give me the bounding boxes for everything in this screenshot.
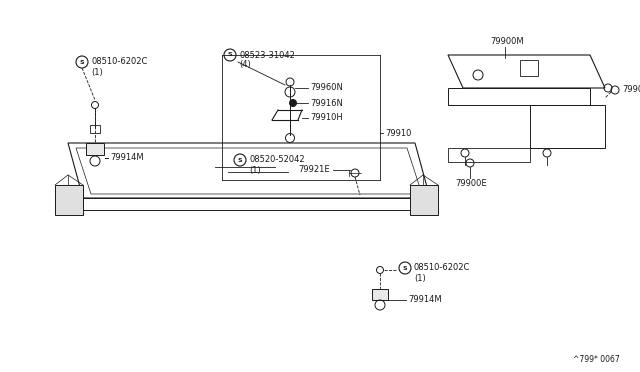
Text: 79916N: 79916N (310, 99, 343, 108)
Text: 79910: 79910 (385, 128, 412, 138)
Text: 79914M: 79914M (110, 154, 143, 163)
Text: (1): (1) (249, 166, 260, 174)
Polygon shape (410, 185, 438, 215)
Text: 79921E: 79921E (298, 166, 330, 174)
Text: 08523-31042: 08523-31042 (239, 51, 295, 60)
Text: S: S (237, 157, 243, 163)
Text: 79900M: 79900M (490, 38, 524, 46)
FancyBboxPatch shape (372, 289, 388, 300)
Text: (1): (1) (414, 273, 426, 282)
Text: S: S (403, 266, 407, 270)
Text: (1): (1) (91, 67, 103, 77)
Text: (4): (4) (239, 61, 251, 70)
Text: 79900E: 79900E (455, 179, 486, 187)
Text: 79900F: 79900F (622, 86, 640, 94)
Text: 08510-6202C: 08510-6202C (91, 58, 147, 67)
Text: S: S (80, 60, 84, 64)
Circle shape (289, 99, 296, 106)
Text: 08510-6202C: 08510-6202C (414, 263, 470, 273)
Text: 79910H: 79910H (310, 113, 343, 122)
Text: S: S (228, 52, 232, 58)
Text: 08520-52042: 08520-52042 (249, 155, 305, 164)
Text: ^799* 0067: ^799* 0067 (573, 356, 620, 365)
Polygon shape (55, 185, 83, 215)
FancyBboxPatch shape (86, 143, 104, 155)
Text: 79960N: 79960N (310, 83, 343, 93)
Text: 79914M: 79914M (408, 295, 442, 305)
